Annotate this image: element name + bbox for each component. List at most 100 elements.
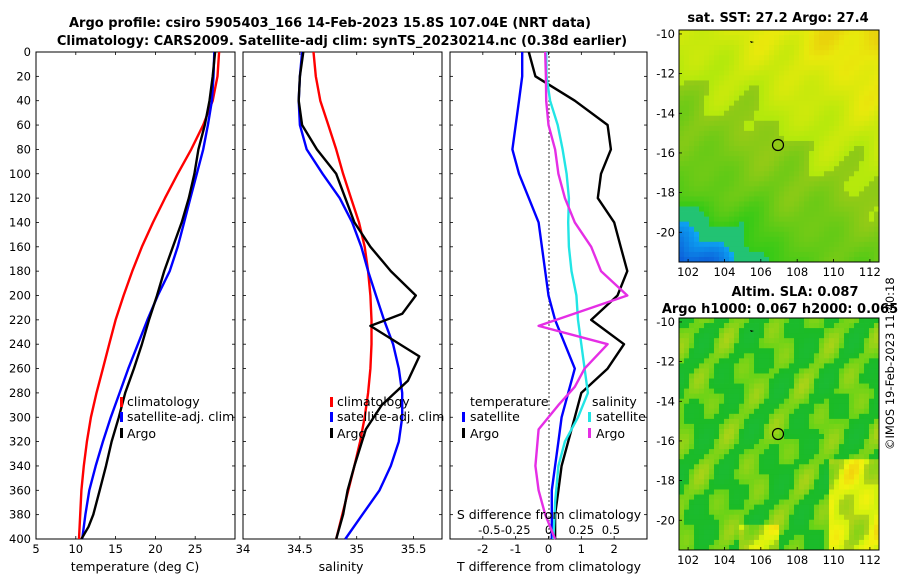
heatmap-cell [814,80,820,86]
heatmap-cell [694,469,700,475]
heatmap-cell [859,231,865,238]
heatmap-cell [744,398,750,405]
heatmap-cell [729,45,735,51]
heatmap-cell [854,95,860,102]
heatmap-cell [789,383,795,390]
heatmap-cell [694,514,700,521]
heatmap-cell [784,216,790,223]
legend-title-salinity: salinity [592,394,637,409]
heatmap-cell [869,343,875,349]
heatmap-cell [859,50,865,56]
heatmap-cell [849,534,855,541]
heatmap-cell [759,221,765,228]
heatmap-cell [859,439,865,445]
heatmap-cell [754,241,760,248]
heatmap-cell [689,100,695,107]
heatmap-cell [744,181,750,187]
heatmap-cell [824,236,830,243]
heatmap-cell [864,55,870,61]
heatmap-cell [804,146,810,152]
heatmap-cell [749,70,755,76]
heatmap-cell [769,499,775,506]
heatmap-cell [799,90,805,96]
heatmap-cell [794,348,800,354]
heatmap-cell [834,403,840,410]
heatmap-cell [834,413,840,420]
heatmap-cell [699,363,705,369]
heatmap-cell [709,504,715,511]
heatmap-cell [729,75,735,81]
heatmap-cell [789,181,795,187]
heatmap-cell [794,45,800,51]
heatmap-cell [824,428,830,435]
heatmap-cell [679,368,685,374]
heatmap-cell [729,333,735,339]
heatmap-cell [834,35,840,41]
heatmap-cell [864,323,870,329]
heatmap-cell [739,236,745,243]
heatmap-cell [689,383,695,390]
heatmap-cell [794,251,800,258]
heatmap-cell [834,186,840,192]
heatmap-cell [759,236,765,243]
heatmap-cell [754,363,760,369]
heatmap-cell [864,216,870,223]
heatmap-cell [769,388,775,395]
heatmap-cell [854,454,860,460]
heatmap-cell [869,166,875,172]
heatmap-cell [749,378,755,384]
heatmap-cell [759,358,765,364]
heatmap-cell [854,418,860,425]
heatmap-cell [839,328,845,334]
heatmap-cell [869,50,875,56]
heatmap-cell [744,534,750,541]
heatmap-cell [744,125,750,132]
heatmap-cell [734,151,740,157]
heatmap-cell [804,60,810,66]
heatmap-cell [819,484,825,490]
heatmap-cell [764,479,770,485]
heatmap-cell [734,499,740,506]
heatmap-cell [694,251,700,258]
heatmap-cell [724,40,730,46]
depth-tick-label: 120 [9,191,31,205]
heatmap-cell [749,125,755,132]
heatmap-cell [764,251,770,258]
heatmap-cell [789,251,795,258]
heatmap-cell [759,373,765,379]
heatmap-cell [704,171,710,177]
heatmap-cell [729,408,735,415]
heatmap-cell [859,216,865,223]
heatmap-cell [719,544,725,551]
heatmap-cell [774,105,780,112]
heatmap-cell [874,524,880,531]
heatmap-cell [684,80,690,86]
heatmap-cell [804,504,810,511]
heatmap-cell [854,524,860,531]
heatmap-cell [704,105,710,112]
heatmap-cell [864,449,870,455]
heatmap-cell [764,444,770,450]
heatmap-cell [829,125,835,132]
heatmap-cell [854,469,860,475]
heatmap-cell [769,161,775,167]
heatmap-cell [784,393,790,400]
heatmap-cell [739,509,745,516]
heatmap-cell [794,323,800,329]
heatmap-cell [699,383,705,390]
heatmap-cell [714,499,720,506]
heatmap-cell [764,494,770,500]
heatmap-cell [734,100,740,107]
heatmap-cell [834,100,840,107]
heatmap-cell [729,35,735,41]
heatmap-cell [709,45,715,51]
heatmap-cell [709,454,715,460]
heatmap-cell [854,140,860,147]
heatmap-cell [849,383,855,390]
heatmap-cell [779,120,785,127]
heatmap-cell [739,373,745,379]
heatmap-cell [719,100,725,107]
heatmap-cell [764,328,770,334]
heatmap-cell [699,231,705,238]
heatmap-cell [769,328,775,334]
